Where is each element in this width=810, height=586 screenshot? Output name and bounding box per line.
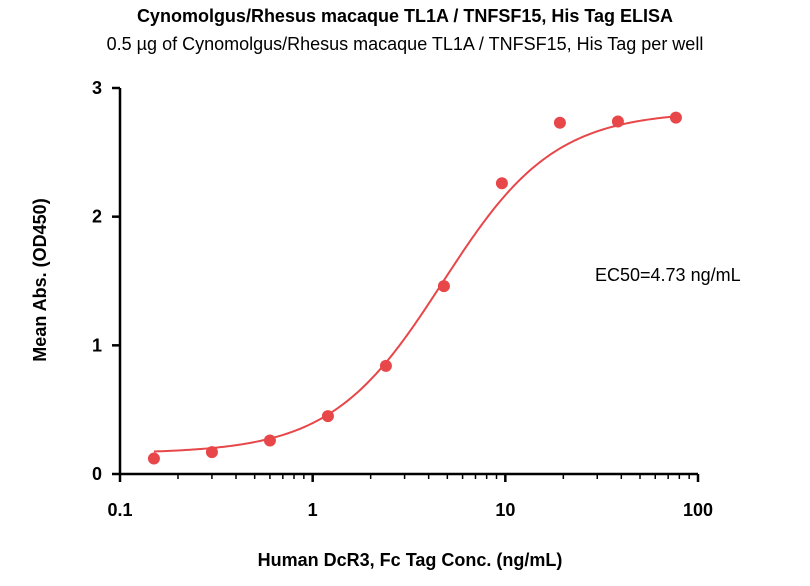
- data-point: [495, 177, 508, 190]
- x-tick-label: 10: [495, 500, 515, 520]
- data-point: [437, 280, 450, 293]
- data-point: [611, 115, 624, 128]
- x-tick-label: 100: [683, 500, 713, 520]
- y-tick-label: 0: [92, 464, 102, 484]
- x-axis-ticks: 0.1 1 10 100: [107, 474, 713, 520]
- data-point: [669, 111, 682, 124]
- data-point: [147, 452, 160, 465]
- y-tick-label: 3: [92, 78, 102, 98]
- chart-subtitle: 0.5 µg of Cynomolgus/Rhesus macaque TL1A…: [106, 34, 704, 54]
- y-axis-label: Mean Abs. (OD450): [30, 198, 50, 361]
- data-point: [553, 116, 566, 129]
- x-axis-label: Human DcR3, Fc Tag Conc. (ng/mL): [258, 550, 563, 570]
- chart-title: Cynomolgus/Rhesus macaque TL1A / TNFSF15…: [136, 6, 674, 26]
- ec50-annotation: EC50=4.73 ng/mL: [595, 265, 741, 285]
- fit-curve: [153, 115, 677, 453]
- x-tick-label: 0.1: [107, 500, 132, 520]
- data-points: [147, 111, 682, 465]
- y-tick-label: 1: [92, 335, 102, 355]
- data-point: [205, 446, 218, 459]
- y-axis-ticks: 0 1 2 3: [92, 78, 120, 484]
- y-tick-label: 2: [92, 207, 102, 227]
- data-point: [263, 434, 276, 447]
- axes: [118, 88, 698, 476]
- data-point: [379, 359, 392, 372]
- data-point: [321, 410, 334, 423]
- x-tick-label: 1: [308, 500, 318, 520]
